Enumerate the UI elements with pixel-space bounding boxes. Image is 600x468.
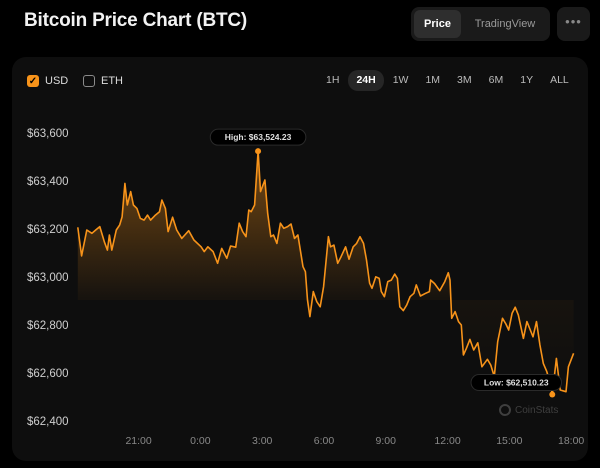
y-tick-label: $62,400 [27,416,69,428]
range-1m[interactable]: 1M [425,74,441,86]
more-options-button[interactable]: ••• [557,7,590,41]
range-1w[interactable]: 1W [392,74,409,86]
x-tick-label: 9:00 [376,435,397,447]
y-tick-label: $63,600 [27,128,69,140]
y-tick-label: $62,600 [27,368,69,380]
range-24h[interactable]: 24H [348,70,384,91]
low-point-marker [549,391,556,398]
ellipsis-icon: ••• [565,14,582,29]
range-3m[interactable]: 3M [457,74,472,86]
x-tick-label: 6:00 [314,435,335,447]
range-6m[interactable]: 6M [488,74,504,86]
watermark-text: CoinStats [515,404,559,416]
y-tick-label: $63,000 [27,272,69,284]
eth-label: ETH [101,75,123,87]
page-title: Bitcoin Price Chart (BTC) [24,10,248,31]
tab-price[interactable]: Price [414,10,461,38]
time-range-selector: 1H 24H 1W 1M 3M 6M 1Y ALL [318,70,578,91]
low-tooltip-label: Low: $62,510.23 [484,378,549,388]
x-tick-label: 18:00 [558,435,584,447]
y-tick-label: $63,400 [27,176,69,188]
usd-checkbox[interactable]: ✓ USD [27,74,68,88]
high-point-marker [255,148,262,155]
x-tick-label: 21:00 [125,435,151,447]
coinstats-logo-icon [499,404,511,416]
checkbox-empty-icon [83,75,95,87]
range-all[interactable]: ALL [550,74,569,86]
checkmark-icon: ✓ [27,75,39,87]
range-1y[interactable]: 1Y [520,74,534,86]
price-line [77,150,575,396]
high-tooltip-label: High: $63,524.23 [225,132,292,142]
eth-checkbox[interactable]: ETH [83,74,123,88]
usd-label: USD [45,75,69,87]
x-tick-label: 3:00 [252,435,273,447]
x-tick-label: 0:00 [190,435,211,447]
view-toggle: Price TradingView [411,7,550,41]
high-tooltip [209,128,307,146]
low-tooltip [470,374,563,392]
x-tick-label: 15:00 [496,435,522,447]
range-1h[interactable]: 1H [326,74,340,86]
y-tick-label: $62,800 [27,320,69,332]
x-tick-label: 12:00 [434,435,460,447]
y-tick-label: $63,200 [27,224,69,236]
coinstats-watermark: CoinStats [499,404,558,416]
tab-tradingview[interactable]: TradingView [474,18,536,30]
